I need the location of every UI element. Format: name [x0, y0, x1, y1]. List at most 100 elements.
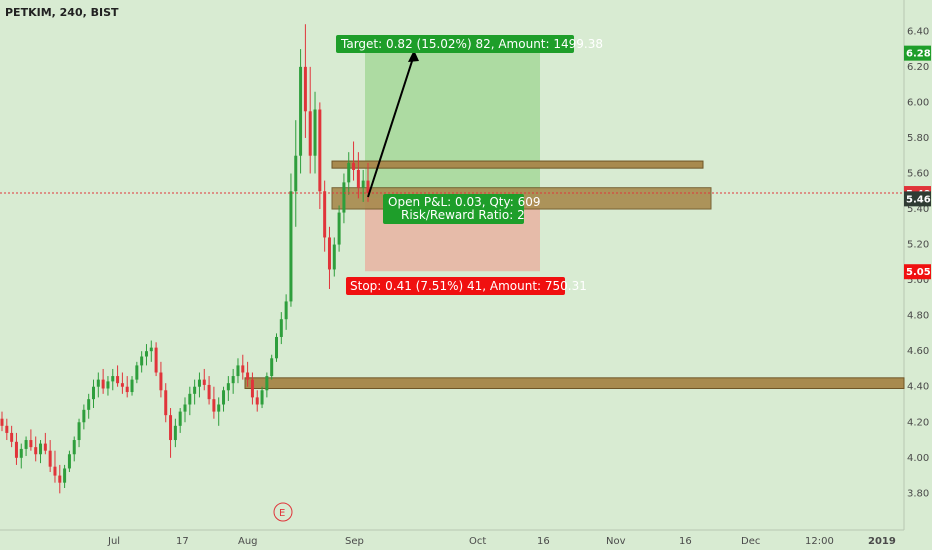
x-tick-sep: Sep	[345, 536, 364, 547]
candle-body	[270, 358, 274, 377]
candle-body	[58, 475, 62, 483]
resistance-zone-upper[interactable]	[331, 160, 704, 169]
candle-body	[284, 301, 288, 320]
y-tick-label: 3.80	[907, 488, 929, 499]
candle-body	[347, 162, 351, 183]
candle-body	[116, 376, 120, 384]
candle-body	[299, 66, 303, 156]
earnings-event-marker[interactable]	[273, 502, 293, 522]
candle-body	[53, 466, 57, 476]
candle-body	[154, 347, 158, 373]
candle-body	[255, 397, 259, 405]
y-tick-label: 5.00	[907, 275, 929, 286]
y-tick-label: 4.80	[907, 311, 929, 322]
y-tick-label: 6.00	[907, 97, 929, 108]
candle-body	[173, 425, 177, 441]
candle-body	[135, 365, 139, 380]
candle-body	[188, 393, 192, 405]
candle-body	[231, 376, 235, 384]
x-tick-nov: Nov	[606, 536, 626, 547]
candle-body	[327, 237, 331, 270]
risk-reward-label: Risk/Reward Ratio: 2	[401, 208, 525, 222]
candle-body	[96, 379, 100, 387]
candle-body	[111, 376, 115, 382]
candle-body	[125, 386, 129, 393]
candle-body	[250, 379, 254, 398]
candle-body	[72, 440, 76, 455]
stop-price-badge	[904, 264, 931, 280]
candle-body	[92, 386, 95, 400]
y-tick-label: 6.40	[907, 26, 929, 37]
target-label-box	[336, 35, 574, 53]
x-tick-aug: Aug	[238, 536, 258, 547]
candle-body	[236, 365, 240, 377]
target-price-badge	[904, 45, 931, 61]
y-axis-ticks: 3.80 4.00 4.20 4.40 4.60 4.80 5.00 5.20 5.40 5.60…	[907, 26, 929, 499]
stop-price-badge-text: 5.05	[906, 267, 931, 278]
candle-body	[356, 169, 360, 188]
candle-body	[241, 365, 245, 373]
candle-body	[63, 468, 67, 483]
y-tick-label: 6.20	[907, 62, 929, 73]
candle-body	[149, 347, 153, 352]
y-tick-label: 5.60	[907, 168, 929, 179]
candle-body	[342, 182, 346, 213]
x-tick-jul: Jul	[107, 536, 120, 547]
candle-body	[197, 379, 201, 387]
y-tick-label: 5.80	[907, 133, 929, 144]
candle-body	[43, 443, 47, 451]
target-price-badge-text: 6.28	[906, 49, 931, 60]
candle-body	[217, 404, 221, 412]
candle-body	[289, 191, 293, 302]
candle-body	[332, 244, 336, 270]
candle-body	[34, 447, 38, 455]
x-tick-16a: 16	[537, 536, 550, 547]
candle-body	[10, 432, 14, 442]
x-axis-ticks: Jul 17 Aug Sep Oct 16 Nov 16 Dec 12:00 2…	[107, 536, 896, 547]
candle-body	[106, 381, 110, 389]
x-tick-16b: 16	[679, 536, 692, 547]
candle-body	[39, 443, 43, 455]
candle-body	[24, 440, 28, 449]
candle-body	[67, 454, 71, 469]
candle-body	[144, 351, 148, 357]
candle-body	[159, 372, 163, 391]
y-tick-label: 4.20	[907, 417, 929, 428]
candle-body	[323, 191, 327, 238]
y-tick-label: 4.60	[907, 346, 929, 357]
target-arrow-line	[367, 54, 415, 198]
support-zone-lower[interactable]	[244, 377, 905, 390]
stop-label: Stop: 0.41 (7.51%) 41, Amount: 750.31	[350, 279, 587, 293]
candle-body	[260, 390, 264, 405]
candle-body	[101, 379, 105, 389]
candle-body	[164, 390, 168, 416]
candle-body	[207, 384, 211, 400]
candle-body	[130, 379, 134, 393]
y-tick-label: 4.00	[907, 453, 929, 464]
x-tick-dec: Dec	[741, 536, 760, 547]
candle-body	[303, 66, 307, 112]
profit-zone	[365, 52, 540, 199]
candle-body	[19, 448, 23, 458]
chart-title: PETKIM, 240, BIST	[5, 6, 119, 19]
candle-body	[226, 383, 230, 391]
y-tick-label: 4.40	[907, 382, 929, 393]
candle-body	[212, 399, 216, 412]
x-tick-oct: Oct	[469, 536, 486, 547]
candle-body	[120, 383, 124, 387]
candle-body	[140, 356, 144, 366]
level-price-badge	[904, 191, 931, 207]
candle-body	[169, 415, 173, 441]
level-price-badge-text: 5.46	[906, 194, 931, 205]
candle-body	[5, 425, 9, 433]
candle-body	[275, 336, 278, 359]
candle-body	[318, 109, 322, 192]
candle-body	[202, 379, 206, 385]
candle-body	[178, 411, 182, 426]
y-tick-label: 5.40	[907, 204, 929, 215]
candle-body	[361, 180, 365, 188]
y-tick-label: 5.20	[907, 240, 929, 251]
candle-body	[48, 450, 52, 467]
x-tick-2019: 2019	[868, 536, 896, 547]
